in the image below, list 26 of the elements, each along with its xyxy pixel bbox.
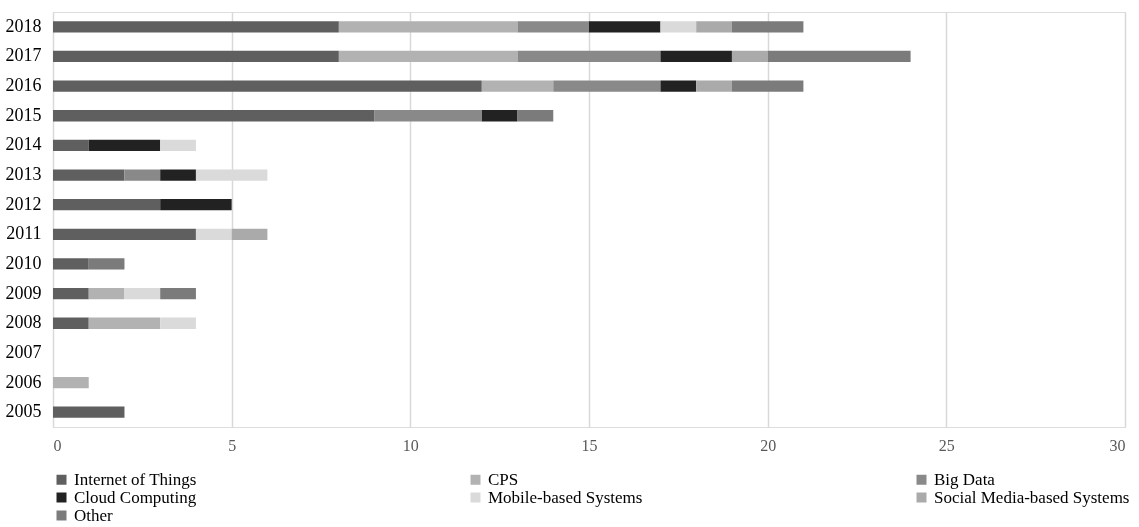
y-tick-label: 2017 (5, 45, 42, 66)
y-tick-label: 2010 (5, 252, 42, 273)
y-tick-label: 2008 (5, 312, 42, 333)
x-tick-label: 15 (581, 436, 598, 454)
y-tick-label: 2007 (5, 341, 42, 362)
y-tick-label: 2011 (6, 223, 42, 244)
x-tick-label: 5 (228, 436, 237, 454)
y-tick-label: 2006 (5, 371, 42, 392)
legend-label: CPS (488, 469, 519, 489)
x-tick-label: 20 (760, 436, 777, 454)
y-tick-label: 2013 (5, 164, 42, 185)
x-tick-label: 25 (938, 436, 955, 454)
y-tick-label: 2012 (5, 193, 42, 214)
x-tick-label: 0 (53, 436, 62, 454)
legend-label: Other (74, 505, 114, 525)
y-tick-label: 2016 (5, 75, 42, 96)
x-tick-label: 10 (402, 436, 419, 454)
x-tick-label: 30 (1109, 436, 1126, 454)
y-tick-label: 2015 (5, 104, 42, 125)
y-tick-label: 2009 (5, 282, 42, 303)
y-tick-label: 2014 (5, 134, 42, 155)
legend-label: Mobile-based Systems (488, 487, 643, 507)
legend-label: Internet of Things (74, 469, 197, 489)
legend-label: Big Data (934, 469, 996, 489)
y-tick-label: 2005 (5, 401, 42, 422)
y-tick-label: 2018 (5, 15, 42, 36)
